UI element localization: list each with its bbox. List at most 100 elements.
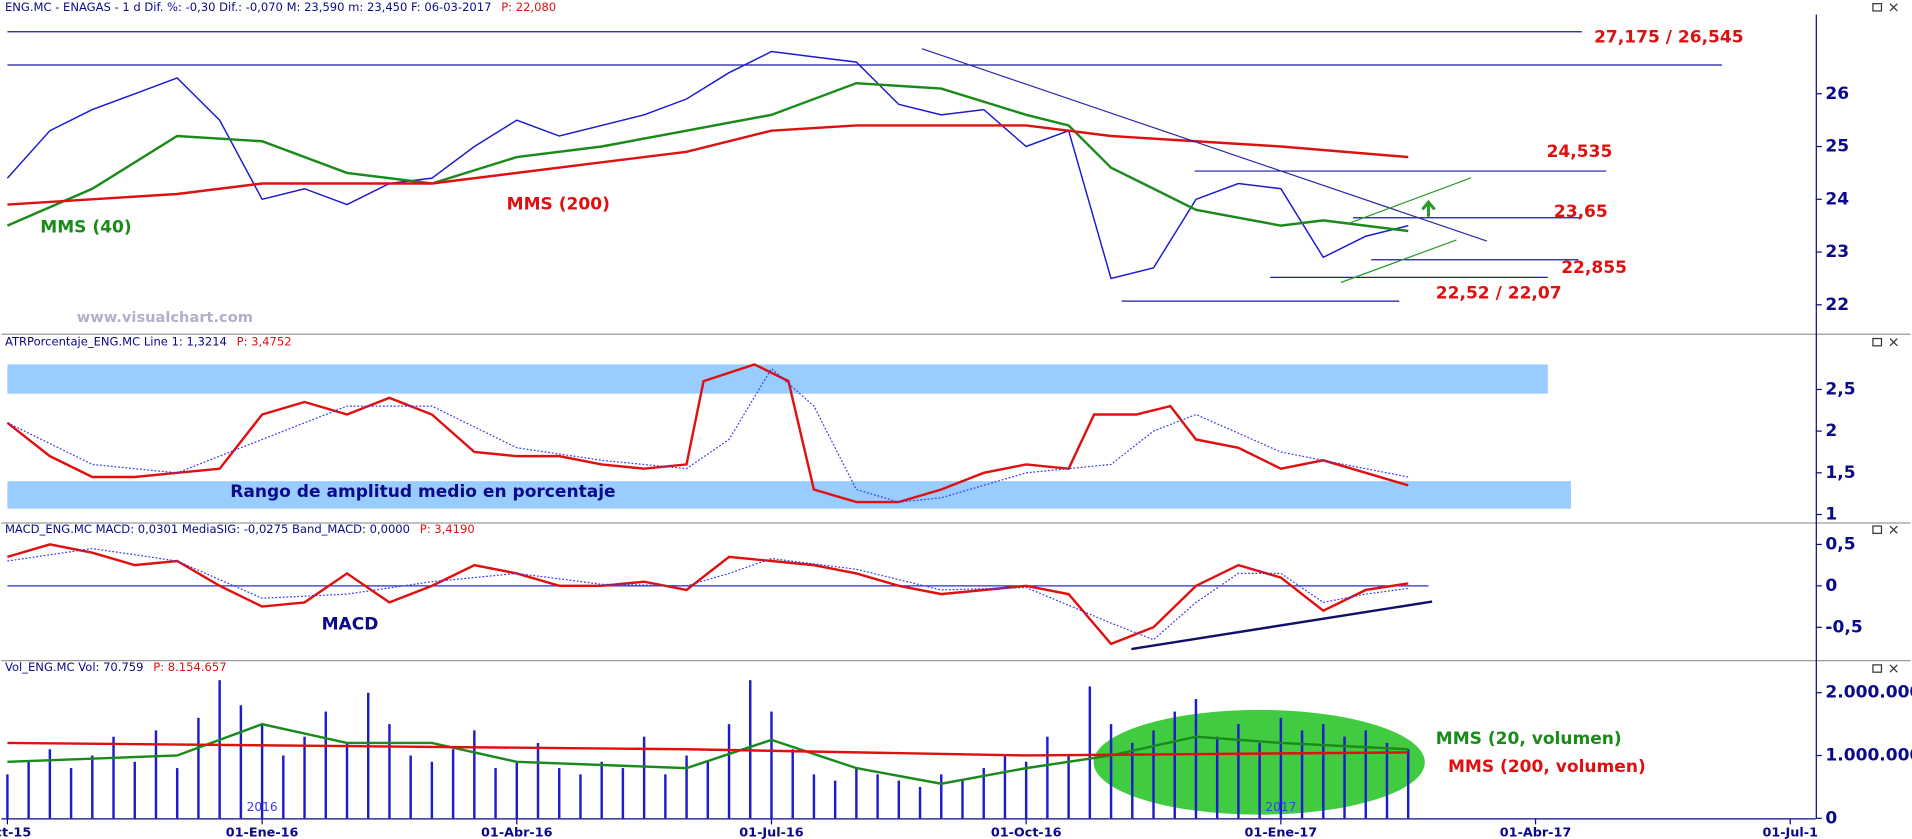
volume-bar (918, 786, 922, 819)
annotation: MACD (322, 615, 379, 635)
volume-bar (770, 711, 773, 819)
panel-header-price: P: 22,080 (501, 0, 556, 14)
y-tick-label: 25 (1825, 137, 1849, 157)
volume-bar (48, 749, 52, 819)
volume-bar (515, 761, 519, 819)
x-tick-label: 01-Ene-16 (226, 825, 299, 839)
panel-frames (1, 333, 1911, 662)
series-line (7, 547, 1409, 641)
volume-bar (833, 780, 837, 819)
volume-bar (388, 724, 391, 819)
volume-bar (175, 768, 179, 819)
volume-bar (1406, 749, 1410, 819)
volume-bar (1024, 761, 1028, 819)
volume-bar (409, 755, 412, 819)
volume-bar (112, 736, 115, 819)
volume-bar (1194, 699, 1198, 819)
volume-bar (345, 742, 349, 819)
x-tick-label: Oct-15 (0, 825, 31, 839)
y-tick-label: 1 (1825, 505, 1837, 525)
volume-bar (940, 774, 943, 819)
volume-bar (430, 761, 434, 819)
y-tick-label: 1.000.000 (1825, 746, 1912, 766)
y-tick-label: 2,5 (1825, 379, 1855, 399)
volume-bar (451, 749, 455, 819)
panel: Vol_ENG.MC Vol: 70.759 P: 8.154.657 2.000.… (0, 660, 1912, 839)
panel-header: ATRPorcentaje_ENG.MC Line 1: 1,3214 (5, 335, 227, 349)
panel-header: MACD_ENG.MC MACD: 0,0301 MediaSIG: -0,02… (5, 522, 410, 536)
volume-bar (1131, 742, 1134, 819)
volume-bar (727, 724, 731, 819)
y-tick-label: 1,5 (1825, 463, 1855, 483)
volume-bar (197, 717, 200, 819)
panel-header-price: P: 3,4190 (420, 522, 475, 536)
volume-bar (579, 774, 582, 819)
y-tick-label: 22 (1825, 295, 1849, 315)
volume-bar (600, 761, 603, 819)
volume-bar (1364, 730, 1367, 819)
y-tick-label: 2 (1825, 421, 1837, 441)
series-label: MMS (20, volumen) (1436, 729, 1622, 749)
x-tick-label: 01-Oct-16 (991, 825, 1062, 839)
panel-header-price: P: 8.154.657 (153, 660, 226, 674)
panel-header-price: P: 3,4752 (237, 335, 292, 349)
volume-bar (239, 705, 243, 819)
volume-bar (1152, 730, 1155, 819)
volume-bar (473, 730, 476, 819)
volume-bar (303, 736, 306, 819)
annotation: Rango de amplitud medio en porcentaje (230, 482, 615, 502)
volume-bar (494, 768, 497, 819)
volume-bar (27, 761, 30, 819)
series-line (7, 722, 1409, 785)
volume-bar (1046, 736, 1049, 819)
volume-bar (982, 768, 985, 819)
volume-bar (1385, 742, 1389, 819)
series-line (6, 363, 1409, 504)
volume-bar (218, 680, 221, 819)
volume-bar (1300, 730, 1304, 819)
y-tick-label: 24 (1825, 189, 1849, 209)
y-tick-label: -0,5 (1825, 617, 1862, 637)
panel: ENG.MC - ENAGAS - 1 d Dif. %: -0,30 Dif.… (5, 0, 1849, 326)
panel-header: Vol_ENG.MC Vol: 70.759 (5, 660, 144, 674)
volume-bar (1322, 724, 1325, 819)
band (7, 481, 1571, 509)
volume-bar (282, 755, 285, 819)
y-tick-label: 0,5 (1825, 534, 1855, 554)
series-line (7, 367, 1409, 503)
series-label: MMS (40) (40, 218, 131, 238)
panel-header: ENG.MC - ENAGAS - 1 d Dif. %: -0,30 Dif.… (5, 0, 492, 14)
level-label: 24,535 (1547, 142, 1613, 162)
series-label: MMS (200) (507, 195, 610, 215)
volume-bar (812, 774, 816, 819)
volume-bar (91, 755, 94, 819)
volume-bar (1109, 724, 1113, 819)
y-tick-label: 23 (1825, 242, 1849, 262)
level-label: 23,65 (1554, 202, 1608, 222)
series-line (6, 50, 1409, 280)
volume-bar (791, 749, 794, 819)
x-tick-label: 01-Jul-16 (739, 825, 803, 839)
volume-bar (664, 774, 667, 819)
volume-bar (133, 761, 136, 819)
level-label: 22,52 / 22,07 (1436, 283, 1562, 303)
x-tick-label: 01-Jul-1 (1762, 825, 1817, 839)
volume-bar (558, 768, 561, 819)
volume-bar (1258, 742, 1261, 819)
volume-bar (324, 711, 327, 819)
y-tick-label: 0 (1825, 576, 1837, 596)
window-buttons[interactable] (1872, 3, 1898, 673)
x-tick-label: 01-Abr-16 (481, 825, 553, 839)
series-label: MMS (200, volumen) (1448, 757, 1646, 777)
volume-bar (1343, 736, 1346, 819)
watermark: www.visualchart.com (77, 309, 253, 326)
volume-bar (6, 774, 9, 819)
volume-bar (642, 736, 646, 819)
volume-bar (1088, 686, 1092, 819)
volume-bar (855, 768, 858, 819)
volume-bar (1173, 711, 1176, 819)
series-line (6, 81, 1409, 233)
x-tick-label: 01-Abr-17 (1500, 825, 1571, 839)
